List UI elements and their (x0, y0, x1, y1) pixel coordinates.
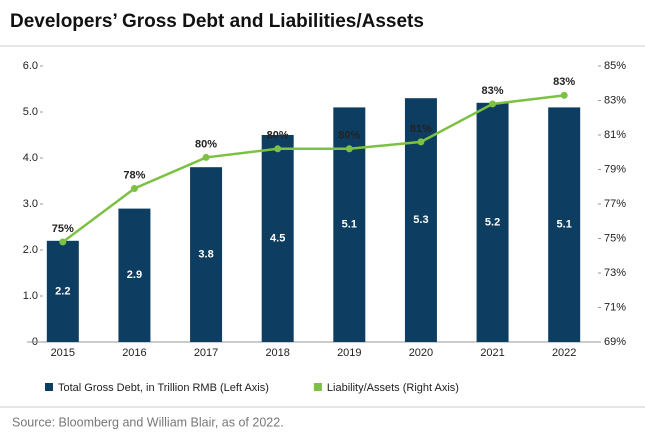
y2-tick-label: 75% (604, 232, 626, 244)
line-label: 81% (410, 123, 432, 135)
line-label: 78% (123, 169, 145, 181)
y-tick-label: 4.0 (23, 152, 38, 164)
y2-tick-label: 83% (604, 94, 626, 106)
line (62, 94, 565, 243)
line-label: 80% (267, 130, 289, 142)
line-label: 83% (553, 76, 575, 88)
chart-title: Developers’ Gross Debt and Liabilities/A… (10, 11, 424, 32)
line-point (345, 145, 353, 153)
bar-label: 2.2 (55, 285, 70, 297)
bar-label: 5.1 (557, 219, 572, 231)
y2-tick-label: 69% (604, 336, 626, 348)
y-tick-label: 5.0 (23, 106, 38, 118)
y2-tick-label: 85% (604, 60, 626, 72)
x-tick-label: 2022 (552, 347, 576, 359)
line-point (130, 184, 138, 192)
y-tick-label: 2.0 (23, 244, 38, 256)
x-tick-label: 2019 (337, 347, 361, 359)
line-point (59, 238, 67, 246)
line-point (560, 91, 568, 99)
x-tick-label: 2015 (51, 347, 75, 359)
line-point (489, 100, 497, 108)
y2-tick-label: 79% (604, 163, 626, 175)
legend-label: Total Gross Debt, in Trillion RMB (Left … (58, 382, 269, 394)
y2-tick-label: 77% (604, 198, 626, 210)
y-tick-label: 1.0 (23, 290, 38, 302)
legend-swatch (313, 383, 322, 391)
bar (46, 240, 79, 342)
x-tick-label: 2017 (194, 347, 218, 359)
bar (548, 107, 581, 343)
y2-tick-label: 81% (604, 129, 626, 141)
source: Source: Bloomberg and William Blair, as … (12, 415, 284, 429)
line-label: 80% (195, 138, 217, 150)
line-label: 83% (482, 85, 504, 97)
y-tick-label: 6.0 (23, 60, 38, 72)
y2-tick-label: 73% (604, 267, 626, 279)
bar-label: 5.3 (413, 214, 428, 226)
y2-tick-label: 71% (604, 301, 626, 313)
x-tick-label: 2021 (480, 347, 504, 359)
bar-label: 4.5 (270, 232, 285, 244)
bar-label: 3.8 (198, 249, 213, 261)
legend-label: Liability/Assets (Right Axis) (327, 382, 459, 394)
line-label: 80% (338, 130, 360, 142)
x-tick-label: 2020 (409, 347, 433, 359)
y-tick-label: 3.0 (23, 198, 38, 210)
bar-label: 5.1 (342, 219, 357, 231)
bar (476, 102, 509, 342)
line-point (417, 138, 425, 146)
bar (261, 135, 294, 342)
x-tick-label: 2016 (122, 347, 146, 359)
line-label: 75% (52, 223, 74, 235)
line-point (274, 145, 282, 153)
legend-swatch (45, 383, 53, 391)
x-tick-label: 2018 (265, 347, 289, 359)
bar-label: 5.2 (485, 216, 500, 228)
bar (118, 208, 151, 342)
bar (190, 167, 223, 342)
line-point (202, 153, 210, 161)
bar-label: 2.9 (127, 269, 142, 281)
